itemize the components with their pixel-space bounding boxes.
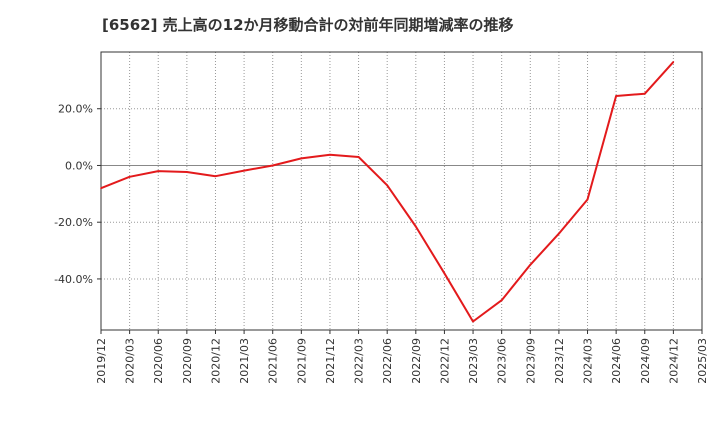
x-tick-label: 2023/09: [524, 338, 537, 384]
data-point: [615, 95, 617, 97]
x-tick-label: 2022/12: [438, 338, 451, 384]
data-point: [586, 198, 589, 201]
grid-lines: [101, 52, 702, 330]
x-tick-label: 2021/06: [267, 338, 280, 384]
x-tick-label: 2024/03: [582, 338, 595, 384]
x-tick-label: 2021/12: [324, 338, 337, 384]
data-point: [558, 232, 560, 235]
x-tick-label: 2021/03: [238, 338, 251, 384]
x-tick-label: 2025/03: [696, 338, 709, 384]
data-point: [329, 153, 331, 156]
data-point: [100, 187, 102, 189]
x-tick-label: 2022/03: [353, 338, 366, 384]
y-tick-label: -20.0%: [54, 216, 93, 229]
data-point: [357, 156, 360, 158]
x-tick-label: 2024/06: [610, 338, 623, 384]
data-point: [529, 263, 532, 266]
x-tick-label: 2023/12: [553, 338, 566, 384]
series-layer: [100, 61, 675, 323]
plot-area-border: [100, 51, 703, 331]
data-point: [186, 171, 188, 173]
x-tick-label: 2022/06: [381, 338, 394, 384]
chart-title: [6562] 売上高の12か月移動合計の対前年同期増減率の推移: [102, 16, 514, 34]
data-point: [386, 184, 388, 187]
data-point: [214, 175, 217, 178]
x-axis-ticks: 2019/12 2020/03 2020/06 2020/09 2020/12 2021/…: [95, 330, 709, 384]
y-tick-label: -40.0%: [54, 273, 93, 286]
data-point: [243, 169, 245, 172]
x-tick-label: 2020/12: [209, 338, 222, 384]
data-point: [500, 299, 503, 302]
data-point: [672, 61, 675, 63]
x-tick-label: 2020/09: [181, 338, 194, 384]
y-tick-label: 0.0%: [65, 159, 93, 172]
x-tick-label: 2022/09: [410, 338, 423, 384]
data-point: [643, 92, 646, 95]
data-point: [472, 320, 474, 323]
x-tick-label: 2021/09: [295, 338, 308, 384]
y-axis-ticks: 20.0% 0.0% -20.0% -40.0%: [54, 103, 101, 286]
y-tick-label: 20.0%: [58, 103, 93, 116]
data-point: [128, 176, 131, 178]
data-point: [415, 225, 417, 228]
x-tick-label: 2024/09: [639, 338, 652, 384]
data-point: [443, 272, 446, 275]
x-tick-label: 2024/12: [667, 338, 680, 384]
data-point: [271, 164, 274, 167]
data-point: [157, 170, 160, 172]
x-tick-label: 2020/06: [152, 338, 165, 384]
x-tick-label: 2023/03: [467, 338, 480, 384]
x-tick-label: 2019/12: [95, 338, 108, 384]
data-point: [300, 157, 303, 160]
x-tick-label: 2020/03: [124, 338, 137, 384]
x-tick-label: 2023/06: [496, 338, 509, 384]
